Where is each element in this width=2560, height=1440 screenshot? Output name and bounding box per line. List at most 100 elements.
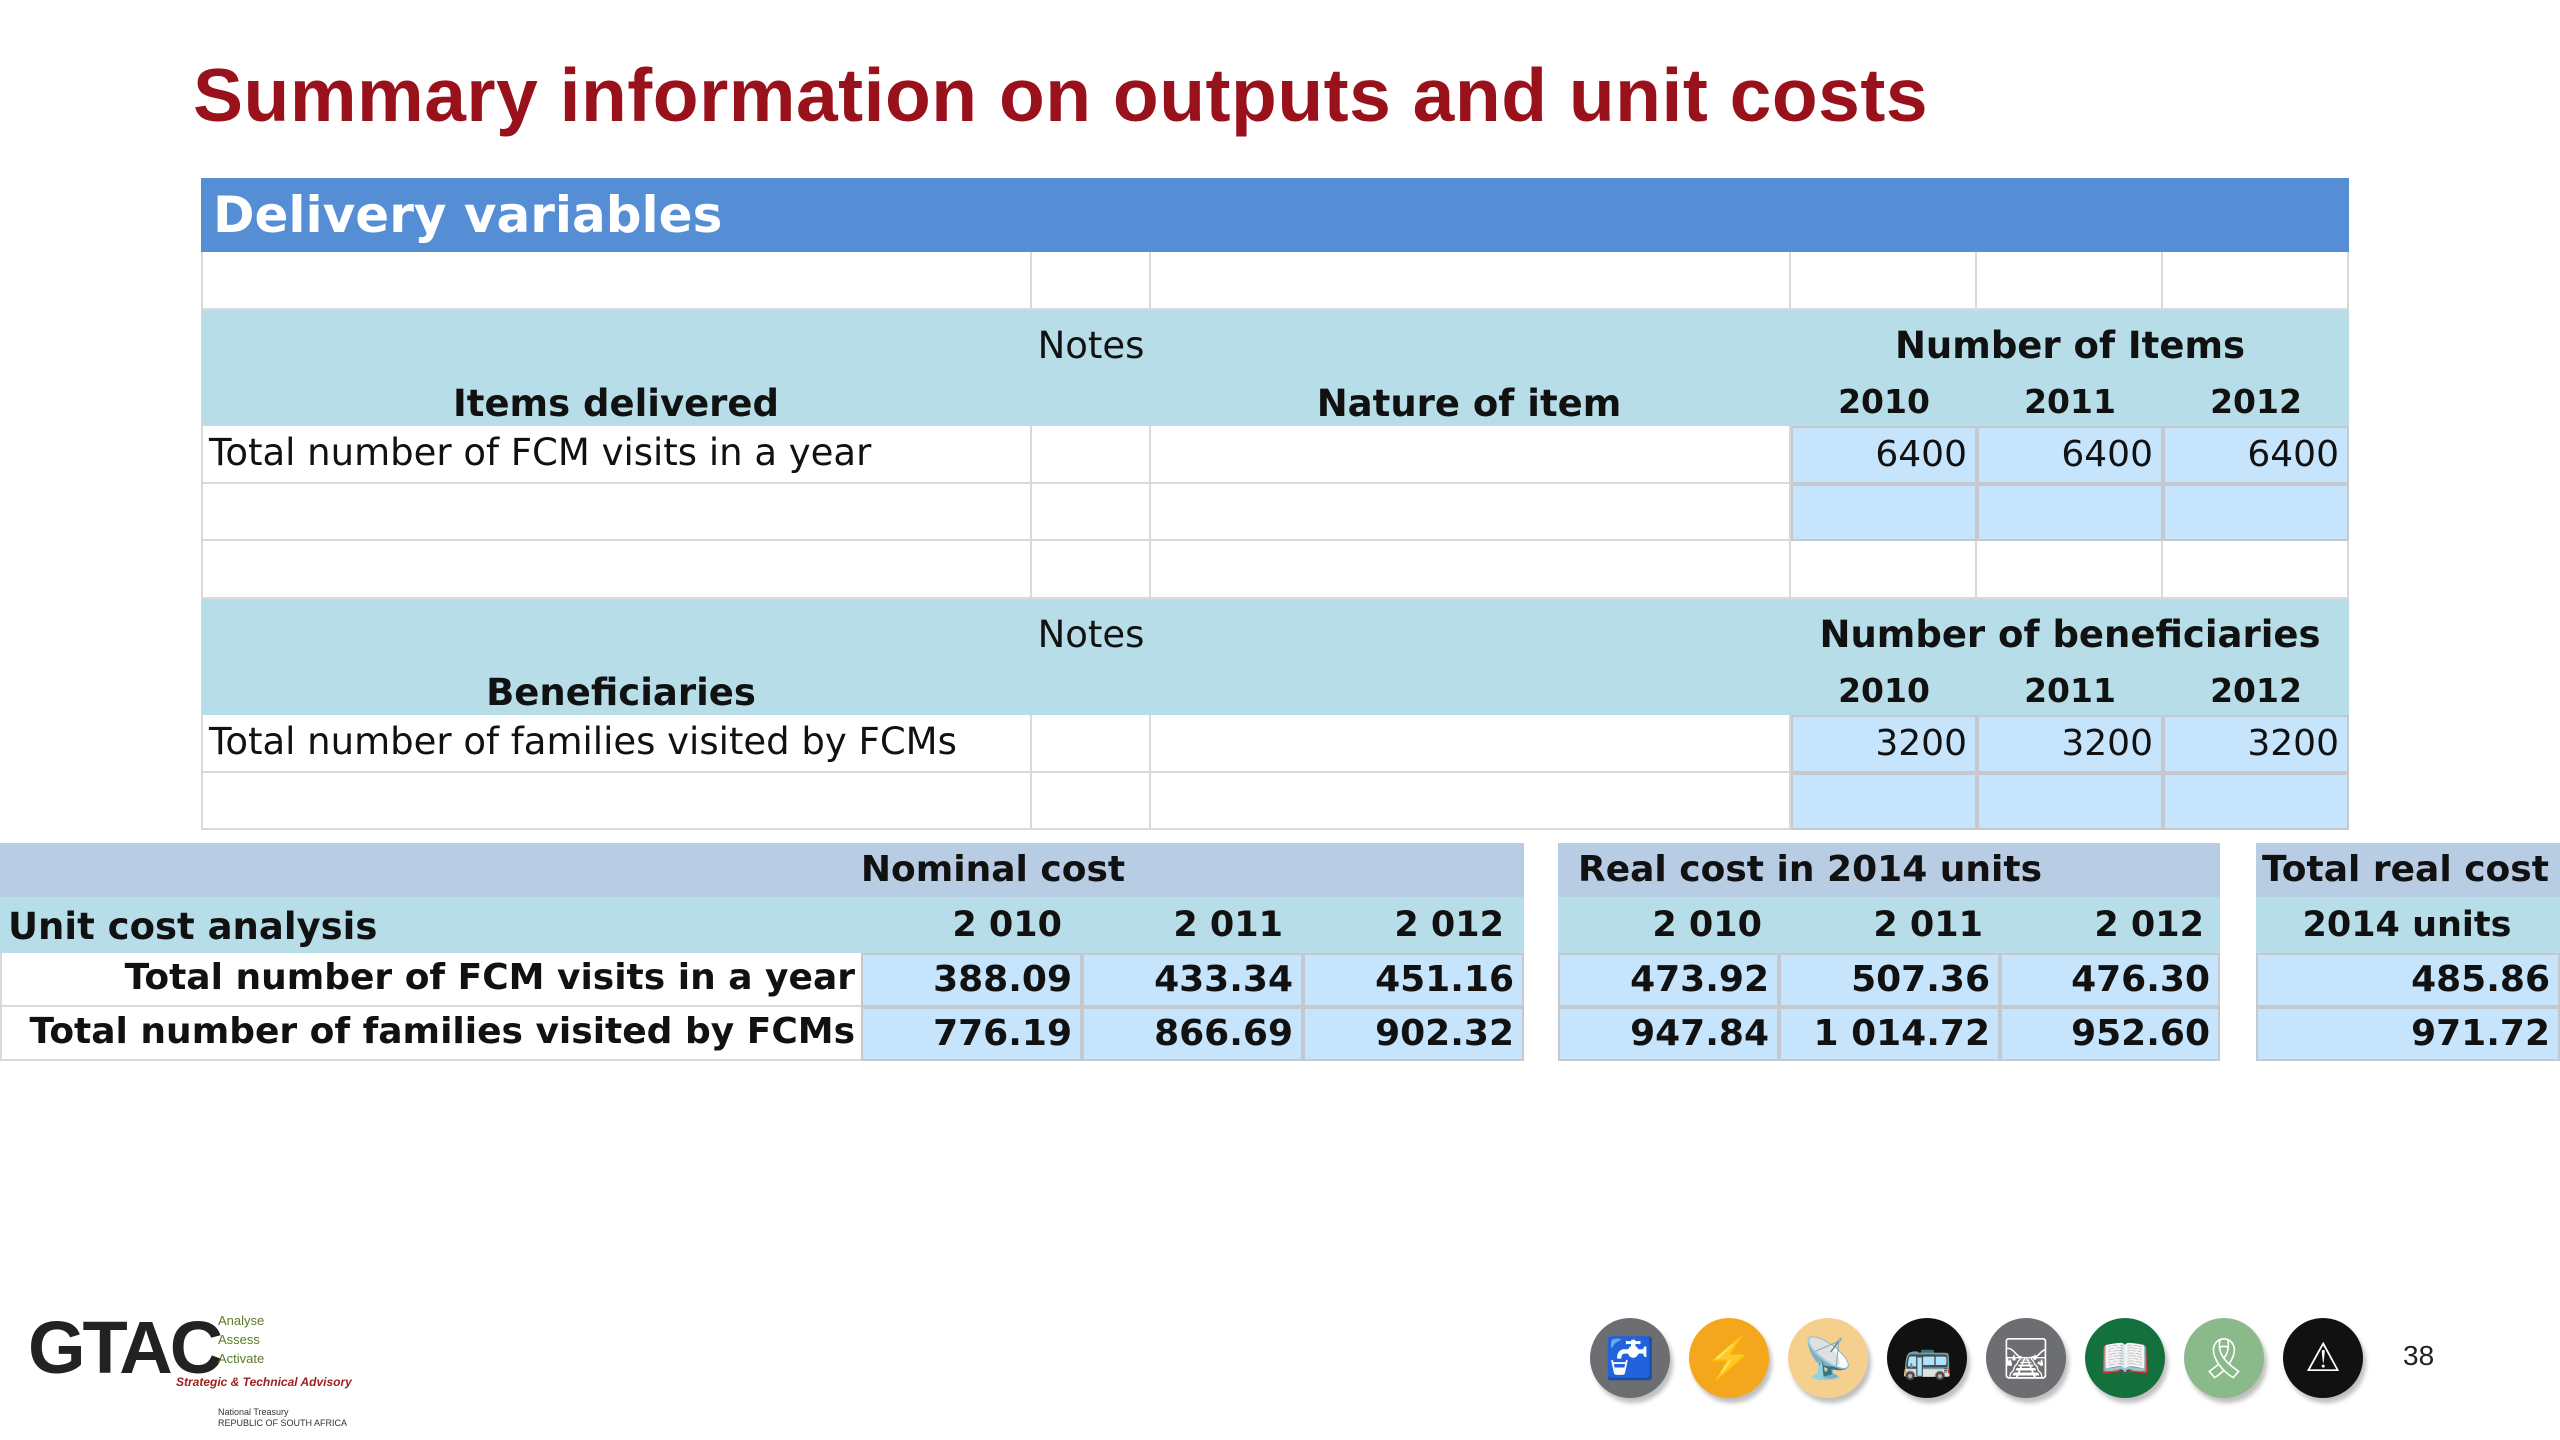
cell[interactable]: [1791, 252, 1977, 310]
beneficiary-label-cell[interactable]: Total number of families visited by FCMs: [201, 715, 1032, 773]
value-cell[interactable]: 3200: [1977, 715, 2163, 773]
nominal-cell[interactable]: 902.32: [1303, 1007, 1524, 1061]
education-book-icon: 📖: [2085, 1318, 2165, 1398]
cell[interactable]: [1151, 541, 1791, 599]
cell[interactable]: [1032, 484, 1151, 541]
real-cell[interactable]: 1 014.72: [1779, 1007, 2000, 1061]
logo-wordmark: GTAC: [28, 1306, 223, 1389]
year-header: 2011: [2024, 382, 2116, 421]
real-cell[interactable]: 952.60: [2000, 1007, 2220, 1061]
value-cell[interactable]: [1791, 484, 1977, 541]
items-empty-row: [201, 484, 2349, 541]
notes-label: Notes: [1037, 324, 1145, 367]
year-header: 2 011: [1173, 905, 1283, 945]
logo-slogan-line: Activate: [218, 1351, 265, 1366]
real-cell[interactable]: 473.92: [1558, 953, 1779, 1007]
total-real-cost-label: Total real cost in: [2262, 849, 2560, 890]
blank-row: [201, 541, 2349, 599]
cell[interactable]: [1032, 541, 1151, 599]
delivery-variables-header: Delivery variables: [201, 178, 2349, 252]
page-title: Summary information on outputs and unit …: [193, 53, 1929, 137]
value-cell[interactable]: [1791, 773, 1977, 830]
year-header: 2012: [2210, 382, 2302, 421]
unit-cost-analysis-title: Unit cost analysis: [8, 905, 378, 948]
cell[interactable]: [201, 252, 1032, 310]
total-cell[interactable]: 971.72: [2256, 1007, 2560, 1061]
value-cell[interactable]: 3200: [2163, 715, 2349, 773]
year-header: 2012: [2210, 671, 2302, 710]
notes-cell[interactable]: [1032, 715, 1151, 773]
items-header-band: Notes Number of Items Items delivered Na…: [201, 310, 2349, 426]
cell[interactable]: [1977, 541, 2163, 599]
unit-cost-table: Nominal cost Real cost in 2014 units Tot…: [0, 843, 2560, 1068]
number-of-items-label: Number of Items: [1894, 324, 2246, 367]
gtac-logo: GTAC Analyse Assess Activate Strategic &…: [28, 1305, 358, 1440]
cell[interactable]: [1151, 484, 1791, 541]
logo-slogan-line: Assess: [218, 1332, 260, 1347]
nominal-band: [0, 843, 1524, 897]
cell[interactable]: [1151, 715, 1791, 773]
real-cell[interactable]: 507.36: [1779, 953, 2000, 1007]
value-cell[interactable]: [2163, 773, 2349, 830]
real-band: [1558, 843, 2220, 897]
nominal-cell[interactable]: 776.19: [861, 1007, 1082, 1061]
value-cell[interactable]: [1977, 484, 2163, 541]
real-cell[interactable]: 947.84: [1558, 1007, 1779, 1061]
cell[interactable]: [1151, 773, 1791, 830]
item-label-cell[interactable]: Total number of FCM visits in a year: [201, 426, 1032, 484]
number-of-beneficiaries-label: Number of beneficiaries: [1819, 613, 2321, 656]
water-tap-icon: 🚰: [1590, 1318, 1670, 1398]
cell[interactable]: [1791, 541, 1977, 599]
cell[interactable]: [201, 541, 1032, 599]
health-ribbon-icon: 🎗: [2184, 1318, 2264, 1398]
total-cell[interactable]: 485.86: [2256, 953, 2560, 1007]
total-real-cost-units-label: 2014 units: [2302, 905, 2512, 945]
value-cell[interactable]: [1977, 773, 2163, 830]
year-header: 2 011: [1873, 905, 1983, 945]
cell[interactable]: [1032, 773, 1151, 830]
delivery-variables-table: Delivery variables Notes Number of Items…: [201, 178, 2349, 833]
sector-icons: 🚰 ⚡ 📡 🚌 🛤 📖 🎗 ⚠: [1590, 1318, 2380, 1398]
header-band: [0, 897, 1524, 953]
cell[interactable]: [1151, 252, 1791, 310]
notes-label: Notes: [1037, 613, 1145, 656]
value-cell[interactable]: 6400: [2163, 426, 2349, 484]
header-band: [1558, 897, 2220, 953]
nature-of-item-header: Nature of item: [1316, 382, 1622, 425]
year-header: 2 012: [2094, 905, 2204, 945]
nominal-cell[interactable]: 866.69: [1082, 1007, 1303, 1061]
items-data-row: Total number of FCM visits in a year 640…: [201, 426, 2349, 484]
beneficiaries-header: Beneficiaries: [486, 671, 756, 714]
cell[interactable]: [201, 484, 1032, 541]
nominal-cell[interactable]: 451.16: [1303, 953, 1524, 1007]
beneficiaries-empty-row: [201, 773, 2349, 830]
year-header: 2 010: [952, 905, 1062, 945]
nature-cell[interactable]: [1151, 426, 1791, 484]
nominal-cell[interactable]: 433.34: [1082, 953, 1303, 1007]
value-cell[interactable]: 6400: [1791, 426, 1977, 484]
notes-cell[interactable]: [1032, 426, 1151, 484]
value-cell[interactable]: [2163, 484, 2349, 541]
electricity-icon: ⚡: [1689, 1318, 1769, 1398]
logo-treasury-line: National Treasury: [218, 1407, 289, 1417]
cell[interactable]: [1977, 252, 2163, 310]
row-label[interactable]: Total number of families visited by FCMs: [0, 1007, 861, 1061]
nominal-cell[interactable]: 388.09: [861, 953, 1082, 1007]
beneficiaries-header-band: Notes Number of beneficiaries Beneficiar…: [201, 599, 2349, 715]
real-cell[interactable]: 476.30: [2000, 953, 2220, 1007]
blank-row: [201, 252, 2349, 310]
value-cell[interactable]: 6400: [1977, 426, 2163, 484]
logo-treasury: National Treasury REPUBLIC OF SOUTH AFRI…: [218, 1407, 347, 1429]
cell[interactable]: [2163, 541, 2349, 599]
value-cell[interactable]: 3200: [1791, 715, 1977, 773]
logo-slogan: Analyse Assess Activate: [218, 1311, 264, 1368]
logo-treasury-line: REPUBLIC OF SOUTH AFRICA: [218, 1418, 348, 1428]
nominal-cost-label: Nominal cost: [860, 849, 1126, 890]
cell[interactable]: [2163, 252, 2349, 310]
year-header: 2011: [2024, 671, 2116, 710]
logo-slogan-line: Analyse: [218, 1313, 265, 1328]
row-label[interactable]: Total number of FCM visits in a year: [0, 953, 861, 1007]
cell[interactable]: [201, 773, 1032, 830]
cell[interactable]: [1032, 252, 1151, 310]
beneficiaries-data-row: Total number of families visited by FCMs…: [201, 715, 2349, 773]
